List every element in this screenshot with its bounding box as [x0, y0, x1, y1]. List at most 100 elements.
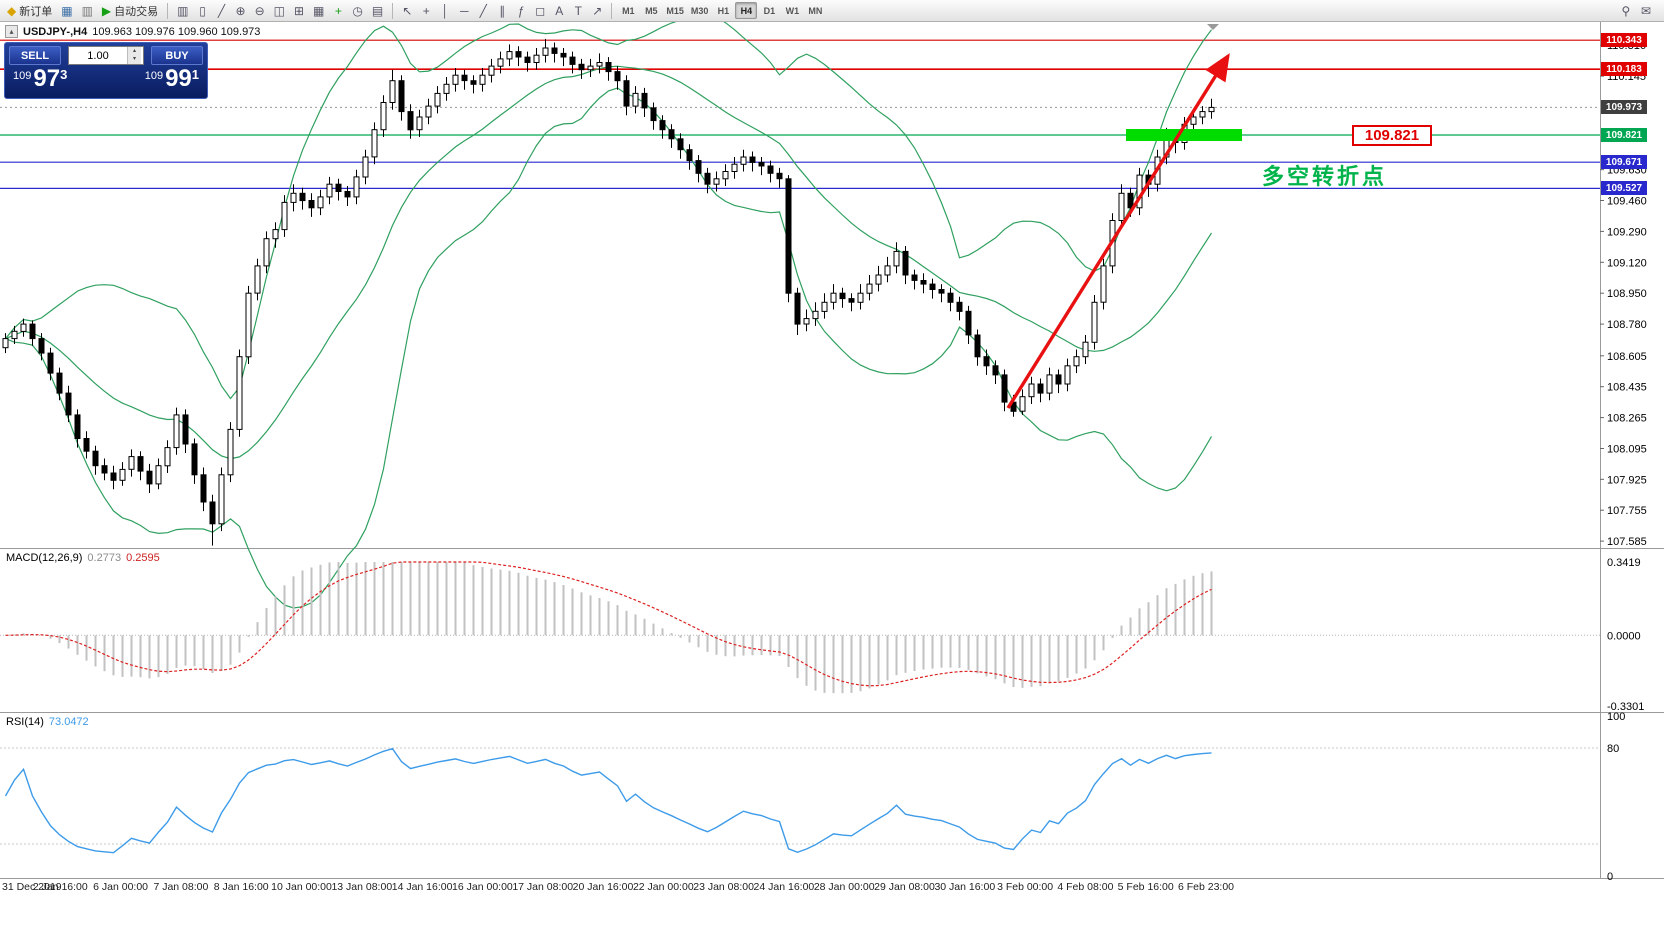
timeframe-button-h4[interactable]: H4 [735, 2, 758, 19]
svg-text:107.755: 107.755 [1607, 505, 1647, 517]
timeframe-button-m1[interactable]: M1 [617, 2, 639, 19]
macd-axis: 0.3419 0.0000 -0.3301 [1607, 557, 1644, 713]
svg-text:107.585: 107.585 [1607, 536, 1647, 548]
support-price-label[interactable]: 109.821 [1352, 125, 1432, 146]
svg-text:30 Jan 16:00: 30 Jan 16:00 [934, 881, 995, 893]
symbol-title: USDJPY-,H4 [23, 25, 88, 38]
symbol-ohlc: 109.963 109.976 109.960 109.973 [92, 25, 261, 38]
panel-separators [0, 22, 1664, 879]
timeframe-button-d1[interactable]: D1 [758, 2, 780, 19]
buy-button[interactable]: BUY [151, 46, 203, 65]
text-label-icon[interactable]: T [569, 2, 587, 20]
auto-arrange-icon[interactable]: ⊞ [290, 2, 308, 20]
horizontal-line-icon[interactable]: ─ [455, 2, 473, 20]
channel-icon[interactable]: ∥ [493, 2, 511, 20]
sell-price-big: 97 [33, 65, 61, 92]
timeframe-button-h1[interactable]: H1 [712, 2, 734, 19]
bar-chart-icon[interactable]: ▥ [173, 2, 192, 20]
chat-icon[interactable]: ✉ [1637, 2, 1655, 20]
svg-text:20 Jan 16:00: 20 Jan 16:00 [573, 881, 634, 893]
toolbar-chart-group: ▥ ▯ ╱ ⊕ ⊖ ◫ ⊞ ▦ + ◷ ▤ [173, 2, 387, 20]
trendline-icon[interactable]: ╱ [474, 2, 492, 20]
svg-text:13 Jan 08:00: 13 Jan 08:00 [331, 881, 392, 893]
auto-trading-label: 自动交易 [114, 5, 159, 18]
toolbar-separator [392, 2, 394, 19]
price-badge: 109.671 [1601, 155, 1647, 169]
chart-shift-marker [1207, 24, 1219, 30]
support-band[interactable] [1126, 129, 1242, 141]
template-icon[interactable]: ▤ [368, 2, 387, 20]
shapes-icon[interactable]: ◻ [531, 2, 549, 20]
svg-text:17 Jan 08:00: 17 Jan 08:00 [512, 881, 573, 893]
timeframe-button-m5[interactable]: M5 [640, 2, 662, 19]
search-icon[interactable]: ⚲ [1617, 2, 1635, 20]
svg-text:22 Jan 00:00: 22 Jan 00:00 [633, 881, 694, 893]
charts-grid-icon: ▦ [61, 3, 73, 18]
volume-decrease-button[interactable]: ▾ [128, 55, 141, 64]
svg-text:7 Jan 08:00: 7 Jan 08:00 [153, 881, 208, 893]
buy-price-sup: 1 [191, 67, 199, 82]
line-chart-icon: ╱ [217, 3, 226, 18]
trend-arrow[interactable] [1006, 53, 1230, 409]
profile-icon[interactable]: ▥ [78, 2, 97, 20]
rsi-axis: 100 80 0 [1607, 711, 1625, 883]
fibonacci-icon: ƒ [517, 3, 525, 18]
svg-text:109.460: 109.460 [1607, 196, 1647, 208]
timeframe-button-mn[interactable]: MN [804, 2, 826, 19]
arrow-icon[interactable]: ↗ [588, 2, 606, 20]
svg-text:6 Feb 23:00: 6 Feb 23:00 [1178, 881, 1234, 893]
svg-text:8 Jan 16:00: 8 Jan 16:00 [214, 881, 269, 893]
vertical-line-icon[interactable]: │ [436, 2, 454, 20]
candlestick-icon[interactable]: ▯ [194, 2, 212, 20]
grid-icon[interactable]: ▦ [309, 2, 328, 20]
shapes-icon: ◻ [535, 3, 546, 18]
zoom-out-icon[interactable]: ⊖ [251, 2, 269, 20]
line-chart-icon[interactable]: ╱ [213, 2, 231, 20]
sell-button[interactable]: SELL [9, 46, 61, 65]
svg-text:80: 80 [1607, 743, 1619, 755]
macd-name: MACD(12,26,9) [6, 552, 83, 564]
tile-windows-icon[interactable]: ◫ [270, 2, 289, 20]
timeframe-button-m30[interactable]: M30 [688, 2, 712, 19]
timeframe-button-w1[interactable]: W1 [781, 2, 803, 19]
new-order-button[interactable]: ◆ 新订单 [3, 2, 56, 20]
price-badge: 109.527 [1601, 181, 1647, 195]
zoom-in-icon[interactable]: ⊕ [232, 2, 250, 20]
collapse-icon[interactable]: ▴ [5, 25, 18, 38]
svg-text:2 Jan 16:00: 2 Jan 16:00 [33, 881, 88, 893]
volume-increase-button[interactable]: ▴ [128, 47, 141, 56]
fibonacci-icon[interactable]: ƒ [512, 2, 530, 20]
buy-price-big: 99 [165, 65, 192, 92]
svg-text:31 Dec 2019: 31 Dec 2019 [2, 881, 62, 893]
price-badge: 110.343 [1601, 33, 1647, 47]
rsi-label: RSI(14) 73.0472 [6, 716, 89, 728]
crosshair-icon[interactable]: + [417, 2, 435, 20]
volume-input[interactable] [69, 47, 127, 64]
auto-trading-button[interactable]: ▶ 自动交易 [98, 2, 162, 20]
indicators-add-icon[interactable]: + [329, 2, 347, 20]
charts-grid-icon[interactable]: ▦ [57, 2, 76, 20]
svg-text:5 Feb 16:00: 5 Feb 16:00 [1118, 881, 1174, 893]
rsi-value: 73.0472 [48, 716, 89, 728]
turning-point-text[interactable]: 多空转折点 [1262, 164, 1388, 189]
cursor-icon[interactable]: ↖ [398, 2, 416, 20]
order-icon: ◆ [7, 3, 17, 18]
toolbar-drawing-group: ↖ + │ ─ ╱ ∥ ƒ ◻ A T ↗ [398, 2, 606, 20]
sell-price[interactable]: 109 97 3 [13, 66, 67, 92]
rsi-indicator [0, 747, 1600, 854]
period-clock-icon[interactable]: ◷ [348, 2, 366, 20]
toolbar-left-icons: ▦ ▥ [57, 2, 97, 20]
one-click-trading-panel: SELL ▴ ▾ BUY 109 97 3 109 99 1 [4, 42, 208, 99]
svg-text:109.290: 109.290 [1607, 226, 1647, 238]
svg-text:0: 0 [1607, 871, 1613, 883]
svg-text:0.3419: 0.3419 [1607, 557, 1641, 569]
timeframe-button-m15[interactable]: M15 [663, 2, 687, 19]
text-icon[interactable]: A [550, 2, 568, 20]
chat-icon: ✉ [1640, 3, 1651, 18]
svg-text:108.265: 108.265 [1607, 413, 1647, 425]
crosshair-icon: + [422, 3, 430, 18]
horizontal-lines[interactable] [0, 39, 1600, 189]
buy-price[interactable]: 109 99 1 [145, 66, 199, 92]
svg-text:29 Jan 08:00: 29 Jan 08:00 [874, 881, 935, 893]
